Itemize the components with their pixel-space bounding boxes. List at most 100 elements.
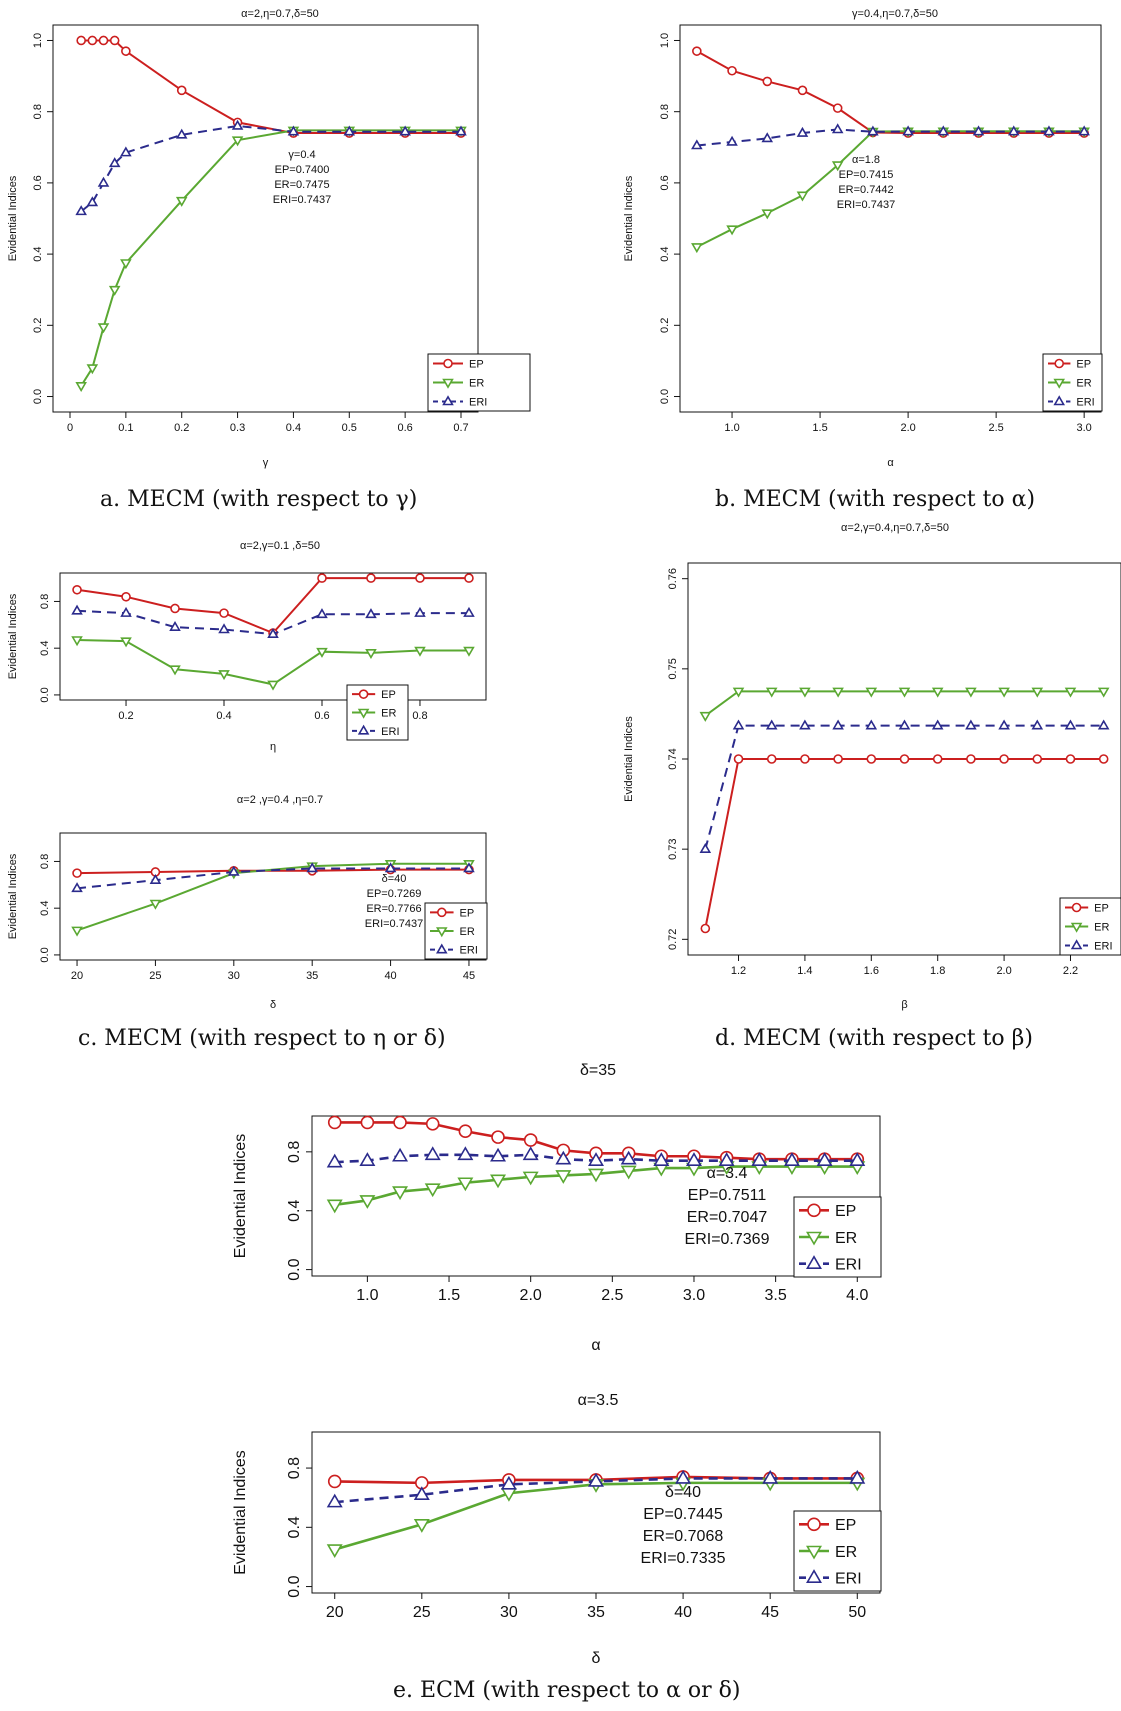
y-tick-label: 0.6 [32,175,44,190]
legend-label-EP: EP [460,907,475,919]
x-axis-label: δ [270,999,276,1011]
data-point-EP [121,46,131,56]
data-point-ERI [365,608,377,619]
legend-label-ER: ER [1076,377,1091,389]
legend-marker-ERI [357,724,370,735]
legend: EP ER ERI [1042,353,1103,412]
data-point-ERI [169,620,181,631]
data-point-EP [121,591,131,602]
series-line-ER [77,639,469,686]
data-point-EP [932,754,943,764]
data-point-ER [424,1183,441,1198]
x-tick-label: 0.5 [342,422,357,434]
series-line-EP [81,39,461,135]
x-tick-label: 1.6 [864,965,879,977]
x-axis-label: δ [592,1650,601,1667]
series-ERI [699,719,1110,853]
data-point-ERI [588,1472,604,1487]
caption-b: b. MECM (with respect to α) [715,487,1036,512]
legend: EP ER ERI [346,684,409,741]
data-point-ER [413,1519,430,1533]
x-axis-label: β [901,999,907,1011]
annotation-line: EP=0.7415 [839,169,894,181]
chart-e1: δ=35 1.0 1.5 2.0 2.5 3.0 3.5 4.0 0.0 0.4 0.8 α Evide… [232,1062,882,1354]
y-axis-label: Evidential Indices [7,175,19,261]
data-point-ERI [457,1146,474,1161]
data-point-ERI [588,1152,604,1166]
legend-label-EP: EP [1094,902,1109,914]
y-tick-label: 0.2 [659,318,671,333]
annotation-line: ERI=0.7437 [273,194,331,206]
chart-title: γ=0.4,η=0.7,δ=50 [852,8,938,20]
data-point-ERI [326,1493,343,1508]
data-point-ERI [414,606,426,617]
x-tick-label: 1.0 [724,422,739,434]
data-point-ERI [761,132,774,143]
x-tick-label: 0.2 [174,422,189,434]
legend-label-ERI: ERI [469,396,487,408]
data-point-ER [865,687,878,698]
x-tick-label: 0 [67,422,73,434]
data-point-ER [75,382,87,393]
data-point-ERI [522,1146,539,1161]
annotation-line: ER=0.7068 [643,1528,724,1545]
data-point-ERI [287,125,300,136]
x-tick-label: 20 [71,970,83,982]
y-tick-label: 0.8 [39,594,51,609]
legend-marker-ERI [1053,395,1065,406]
x-tick-label: 0.6 [397,422,412,434]
y-tick-label: 0.0 [659,389,671,404]
x-tick-label: 1.8 [930,965,945,977]
legend-marker-ERI [442,395,454,406]
x-tick-label: 3.0 [683,1287,705,1304]
legend: EP ER ERI [427,353,531,412]
chart-title: δ=35 [580,1062,616,1079]
y-tick-label: 0.4 [286,1200,303,1222]
legend-marker-ERI [806,1255,822,1269]
data-point-EP [1098,754,1109,764]
data-point-ER [490,1174,507,1189]
y-tick-label: 0.75 [667,658,679,679]
annotation-line: ER=0.7047 [687,1209,768,1226]
annotation-line: α=1.8 [852,154,880,166]
y-tick-label: 0.72 [667,929,679,950]
x-tick-label: 30 [500,1604,518,1621]
legend-marker-ERI [1070,939,1083,950]
chart-title: α=2 ,γ=0.4 ,η=0.7 [237,794,323,806]
legend-label-ER: ER [835,1230,857,1247]
legend-marker-EP [807,1517,821,1532]
y-tick-label: 0.4 [32,246,44,261]
x-axis-label: α [887,457,894,469]
data-point-ER [732,687,745,698]
legend-label-ERI: ERI [1094,940,1112,952]
data-point-ER [831,161,844,172]
data-point-ER [149,899,162,910]
data-point-EP [523,1133,538,1147]
series-ERI [326,1469,866,1508]
data-point-ERI [831,123,844,134]
x-tick-label: 1.2 [731,965,746,977]
y-tick-label: 0.8 [32,104,44,119]
caption-c: c. MECM (with respect to η or δ) [78,1026,446,1051]
y-tick-label: 0.0 [39,947,51,962]
chart-d: α=2,γ=0.4,η=0.7,δ=50 1.2 1.4 1.6 1.8 2.0 2.2 0.… [623,522,1121,1011]
caption-d: d. MECM (with respect to β) [715,1026,1033,1051]
data-point-ER [761,209,774,220]
data-point-ER [898,687,911,698]
series-ER [71,636,475,691]
data-point-ERI [972,125,985,136]
data-point-ERI [1097,719,1110,730]
data-point-ERI [849,1469,866,1484]
x-axis-label: α [591,1337,600,1354]
annotation-line: ER=0.7766 [366,903,421,915]
data-point-EP [109,35,120,46]
data-point-EP [72,868,82,878]
annotation-line: EP=0.7269 [367,888,422,900]
x-tick-label: 45 [463,970,475,982]
x-tick-label: 0.3 [230,422,245,434]
annotation-line: EP=0.7445 [643,1506,723,1523]
x-tick-label: 50 [848,1604,866,1621]
data-point-ER [726,225,738,236]
plot-frame [59,572,487,701]
data-point-ER [796,191,809,202]
